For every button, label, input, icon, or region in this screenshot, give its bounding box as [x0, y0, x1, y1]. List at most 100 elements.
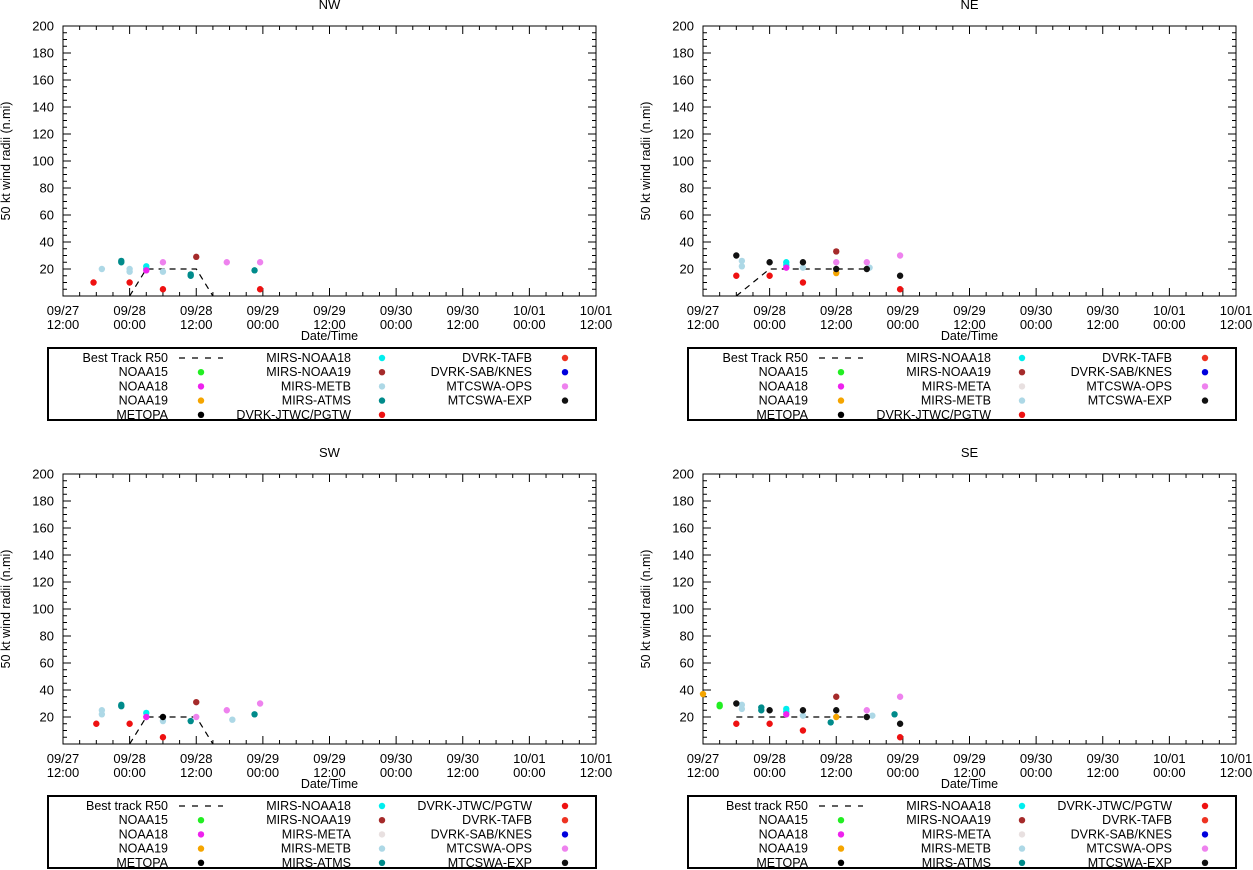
plot-frame-ne — [702, 25, 1237, 297]
legend-marker — [837, 383, 845, 390]
data-point — [783, 264, 790, 271]
series-noaa18 — [143, 267, 150, 274]
x-tick-label-date: 09/28 — [180, 751, 213, 766]
x-tick-label-time: 00:00 — [753, 765, 786, 780]
data-point — [896, 734, 904, 741]
x-tick-label-time: 00:00 — [1020, 317, 1053, 332]
series-mtcswa-ops — [193, 700, 264, 721]
legend-item-best-track-r50: Best track R50 — [726, 799, 863, 813]
x-tick-label-time: 00:00 — [247, 317, 280, 332]
legend-label: DVRK-JTWC/PGTW — [876, 408, 991, 422]
legend-label: NOAA18 — [759, 827, 808, 841]
legend-label: NOAA19 — [759, 842, 808, 856]
best-track-line — [129, 268, 214, 296]
x-tick-label-date: 09/28 — [820, 751, 853, 766]
legend-item-dvrk-sab-knes: DVRK-SAB/KNES — [1071, 365, 1209, 379]
legend-item-mirs-metb: MIRS-METB — [921, 842, 1026, 856]
legend-label: DVRK-JTWC/PGTW — [236, 408, 351, 422]
legend-label: MTCSWA-OPS — [446, 379, 532, 393]
data-point — [863, 265, 870, 273]
x-tick-label-time: 12:00 — [47, 317, 80, 332]
legend-item-metopa: METOPA — [756, 408, 845, 422]
x-tick-label-date: 09/30 — [1020, 303, 1053, 318]
legend-label: DVRK-JTWC/PGTW — [1057, 799, 1172, 813]
legend-item-noaa19: NOAA19 — [119, 394, 205, 408]
x-tick-label-time: 12:00 — [313, 765, 346, 780]
y-tick-label: 160 — [32, 73, 54, 88]
legend-marker — [1018, 369, 1026, 376]
y-axis-title-nw: 50 kt wind radii (n.mi) — [0, 102, 13, 221]
series-mirs-metb — [98, 265, 167, 275]
legend-marker — [1018, 383, 1026, 390]
series-noaa18 — [783, 264, 790, 271]
series-noaa15 — [716, 701, 723, 710]
legend-label: DVRK-TAFB — [462, 351, 532, 365]
x-tick-label-date: 10/01 — [1220, 303, 1253, 318]
legend-item-mtcswa-ops: MTCSWA-OPS — [446, 379, 569, 393]
legend-item-dvrk-tafb: DVRK-TAFB — [462, 351, 569, 365]
data-point — [159, 286, 167, 293]
legend-marker — [378, 411, 386, 418]
series-mirs-atms — [118, 257, 258, 279]
data-point — [799, 279, 807, 286]
x-tick-label-date: 09/27 — [47, 303, 80, 318]
legend-marker — [1201, 383, 1209, 390]
series-mirs-metb — [738, 701, 876, 719]
data-point — [766, 259, 773, 266]
data-point — [799, 727, 807, 734]
legend-marker — [561, 802, 569, 810]
data-point — [896, 720, 904, 727]
data-point — [783, 259, 790, 266]
x-axis-title-ne: Date/Time — [941, 329, 998, 343]
x-tick-label-time: 00:00 — [887, 765, 920, 780]
data-point — [891, 711, 898, 718]
legend-label: NOAA15 — [119, 365, 168, 379]
legend-marker — [197, 383, 205, 390]
x-tick-label-date: 10/01 — [1153, 303, 1186, 318]
data-point — [256, 259, 264, 266]
legend-item-mirs-noaa19: MIRS-NOAA19 — [906, 365, 1026, 379]
legend-marker — [197, 845, 205, 852]
y-tick-label: 80 — [40, 181, 54, 196]
legend-item-mirs-metb: MIRS-METB — [921, 394, 1026, 408]
x-tick-label-date: 09/30 — [446, 751, 479, 766]
x-tick-label-time: 12:00 — [820, 765, 853, 780]
data-point — [766, 707, 773, 714]
y-tick-label: 180 — [32, 46, 54, 61]
series-noaa18 — [143, 713, 150, 721]
x-tick-label-date: 09/30 — [1086, 751, 1119, 766]
x-tick-label-date: 09/30 — [1086, 303, 1119, 318]
data-point — [93, 720, 100, 727]
x-tick-label-time: 12:00 — [687, 765, 720, 780]
data-point — [126, 265, 133, 273]
legend-marker — [837, 411, 845, 418]
y-tick-label: 180 — [672, 46, 694, 61]
y-tick-label: 100 — [32, 154, 54, 169]
legend-label: MIRS-METB — [281, 379, 351, 393]
data-point — [223, 259, 230, 266]
series-mirs-noaa19 — [193, 253, 200, 261]
y-tick-label: 40 — [40, 683, 54, 698]
x-axis-title-se: Date/Time — [941, 777, 998, 791]
legend-label: DVRK-TAFB — [462, 813, 532, 827]
legend-marker — [1018, 859, 1026, 866]
legend-item-mirs-atms: MIRS-ATMS — [282, 394, 386, 408]
data-point — [863, 707, 870, 714]
y-tick-label: 140 — [672, 548, 694, 563]
legend-label: DVRK-SAB/KNES — [431, 827, 532, 841]
legend-marker — [1018, 802, 1026, 810]
legend-label: MIRS-NOAA18 — [266, 351, 351, 365]
y-axis-title-ne: 50 kt wind radii (n.mi) — [639, 102, 653, 221]
legend-marker — [561, 354, 569, 362]
x-tick-label-date: 09/28 — [113, 303, 146, 318]
legend-marker — [837, 859, 845, 866]
legend-label: METOPA — [116, 856, 168, 870]
data-point — [187, 717, 194, 725]
legend-item-mtcswa-exp: MTCSWA-EXP — [448, 856, 569, 870]
y-tick-label: 120 — [32, 575, 54, 590]
legend-label: Best Track R50 — [723, 351, 808, 365]
panel-nw: NW2001801601401201008060402009/2712:0009… — [0, 0, 612, 422]
legend-marker — [1201, 859, 1209, 866]
data-point — [187, 271, 194, 278]
y-tick-label: 200 — [32, 467, 54, 482]
